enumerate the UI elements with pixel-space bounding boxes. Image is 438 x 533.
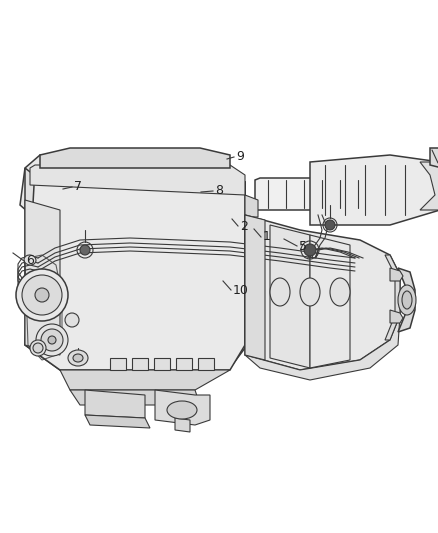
Polygon shape — [25, 200, 60, 355]
Circle shape — [325, 220, 335, 230]
Ellipse shape — [33, 343, 43, 353]
Polygon shape — [30, 165, 245, 195]
Polygon shape — [245, 215, 265, 360]
Ellipse shape — [24, 255, 36, 265]
Ellipse shape — [48, 336, 56, 344]
Ellipse shape — [73, 354, 83, 362]
Polygon shape — [270, 225, 310, 368]
Ellipse shape — [300, 278, 320, 306]
Text: 2: 2 — [240, 220, 248, 232]
Ellipse shape — [270, 278, 290, 306]
Ellipse shape — [41, 329, 63, 351]
Polygon shape — [175, 418, 190, 432]
Polygon shape — [70, 390, 200, 405]
Polygon shape — [390, 310, 403, 323]
Text: 7: 7 — [74, 181, 82, 193]
Polygon shape — [430, 148, 438, 170]
Ellipse shape — [22, 275, 62, 315]
Polygon shape — [198, 358, 214, 370]
Text: 10: 10 — [233, 284, 249, 296]
Ellipse shape — [402, 291, 412, 309]
Polygon shape — [245, 255, 258, 277]
Polygon shape — [25, 168, 245, 370]
Text: 5: 5 — [299, 239, 307, 253]
Polygon shape — [132, 358, 148, 370]
Ellipse shape — [65, 313, 79, 327]
Polygon shape — [255, 178, 390, 210]
Ellipse shape — [330, 278, 350, 306]
Polygon shape — [20, 155, 245, 230]
Ellipse shape — [35, 288, 49, 302]
Polygon shape — [85, 390, 145, 418]
Polygon shape — [100, 170, 245, 368]
Polygon shape — [40, 148, 230, 168]
Polygon shape — [154, 358, 170, 370]
Polygon shape — [25, 168, 60, 370]
Text: 8: 8 — [215, 184, 223, 198]
Polygon shape — [420, 162, 438, 210]
Text: 1: 1 — [263, 230, 271, 244]
Polygon shape — [245, 315, 400, 380]
Ellipse shape — [36, 324, 68, 356]
Polygon shape — [385, 255, 400, 340]
Ellipse shape — [16, 269, 68, 321]
Polygon shape — [390, 268, 403, 281]
Polygon shape — [176, 358, 192, 370]
Polygon shape — [398, 268, 415, 332]
Ellipse shape — [30, 340, 46, 356]
Polygon shape — [155, 390, 210, 425]
Ellipse shape — [167, 401, 197, 419]
Polygon shape — [245, 215, 400, 370]
Polygon shape — [310, 155, 438, 225]
Circle shape — [80, 245, 90, 255]
Polygon shape — [60, 370, 230, 390]
Polygon shape — [245, 195, 258, 217]
Circle shape — [304, 244, 316, 256]
Polygon shape — [310, 235, 350, 368]
Polygon shape — [245, 225, 258, 247]
Ellipse shape — [68, 350, 88, 366]
Polygon shape — [245, 285, 258, 307]
Polygon shape — [110, 358, 126, 370]
Polygon shape — [85, 415, 150, 428]
Text: 9: 9 — [236, 150, 244, 164]
Ellipse shape — [398, 285, 416, 315]
Text: 6: 6 — [26, 254, 34, 268]
